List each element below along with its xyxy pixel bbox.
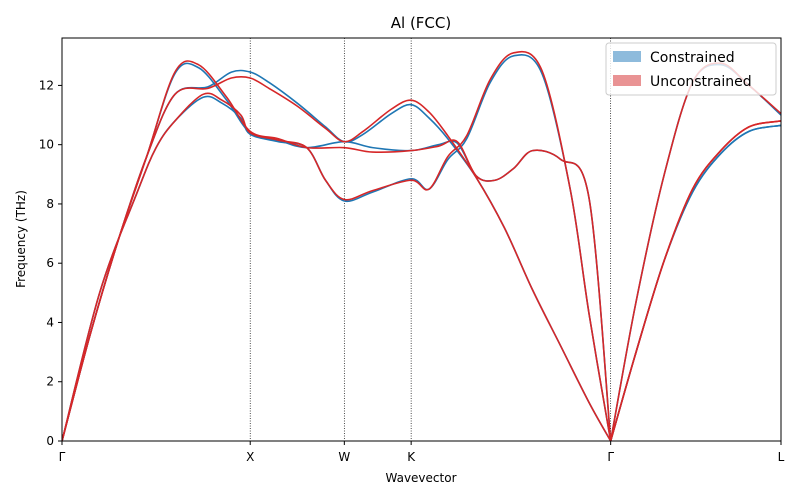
series-layer (62, 50, 781, 441)
band-line-unconstrained-2 (62, 60, 612, 441)
plot-frame (61, 37, 782, 442)
legend-box (605, 42, 777, 96)
x-axis-label: Wavevector (386, 471, 457, 485)
band-line-unconstrained-2 (609, 120, 781, 441)
y-axis-ticks: 0 2 4 6 8 10 12 (39, 78, 62, 448)
y-tick-label: 8 (46, 197, 54, 211)
x-tick-label: Γ (59, 450, 66, 464)
x-tick-label: L (778, 450, 785, 464)
legend-swatch-unconstrained (613, 75, 641, 86)
y-tick-label: 6 (46, 256, 54, 270)
legend-swatch-constrained (613, 51, 641, 62)
plot-background (62, 38, 781, 441)
x-tick-label: W (338, 450, 350, 464)
y-tick-label: 4 (46, 315, 54, 329)
x-tick-label: K (407, 450, 416, 464)
band-line-unconstrained-3 (62, 50, 612, 441)
y-tick-label: 12 (39, 78, 54, 92)
y-tick-label: 0 (46, 434, 54, 448)
high-symmetry-lines (249, 38, 612, 441)
y-axis-label: Frequency (THz) (14, 190, 28, 288)
chart-title: Al (FCC) (391, 14, 451, 32)
x-tick-label: X (246, 450, 254, 464)
legend: Constrained Unconstrained (605, 42, 777, 96)
y-tick-label: 10 (39, 138, 54, 152)
x-tick-label: Γ (607, 450, 614, 464)
legend-label-constrained: Constrained (650, 50, 735, 66)
legend-label-unconstrained: Unconstrained (650, 74, 752, 90)
y-tick-label: 2 (46, 375, 54, 389)
